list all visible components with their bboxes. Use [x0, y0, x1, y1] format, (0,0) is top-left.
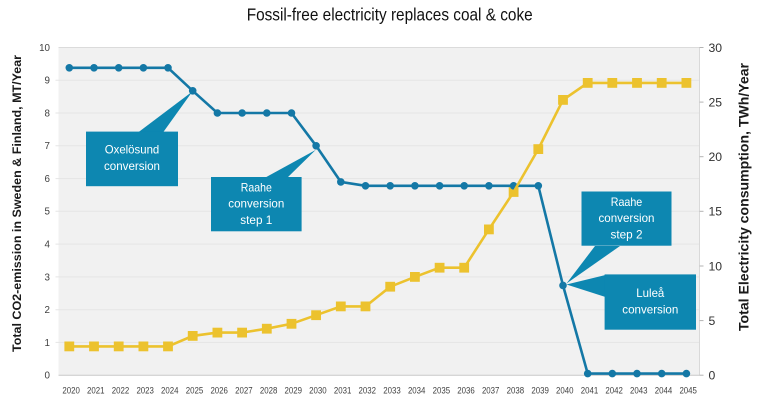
svg-text:2027: 2027	[235, 386, 253, 396]
svg-text:2043: 2043	[630, 386, 648, 396]
svg-text:2031: 2031	[334, 386, 352, 396]
svg-text:Total Electricity consumption,: Total Electricity consumption, TWh/Year	[737, 62, 752, 331]
svg-text:2020: 2020	[62, 386, 80, 396]
svg-text:20: 20	[709, 150, 723, 164]
svg-text:2033: 2033	[383, 386, 401, 396]
svg-text:2029: 2029	[285, 386, 303, 396]
svg-text:2041: 2041	[581, 386, 599, 396]
svg-text:conversion: conversion	[622, 302, 678, 316]
svg-text:conversion: conversion	[104, 159, 160, 173]
svg-text:2035: 2035	[433, 386, 451, 396]
svg-text:2021: 2021	[87, 386, 105, 396]
svg-text:2024: 2024	[161, 386, 179, 396]
svg-text:2042: 2042	[605, 386, 623, 396]
svg-text:2038: 2038	[507, 386, 525, 396]
svg-text:5: 5	[709, 314, 716, 328]
svg-text:2036: 2036	[457, 386, 475, 396]
svg-text:2025: 2025	[186, 386, 204, 396]
svg-text:conversion: conversion	[228, 197, 284, 211]
svg-text:30: 30	[709, 41, 723, 55]
svg-text:2037: 2037	[482, 386, 500, 396]
svg-text:step 2: step 2	[611, 227, 643, 241]
svg-text:2028: 2028	[260, 386, 278, 396]
svg-text:7: 7	[45, 141, 50, 152]
svg-text:Raahe: Raahe	[611, 195, 643, 209]
svg-text:8: 8	[45, 108, 51, 119]
svg-text:0: 0	[45, 371, 51, 382]
svg-text:2044: 2044	[655, 386, 673, 396]
svg-text:2023: 2023	[136, 386, 154, 396]
svg-text:0: 0	[709, 369, 716, 383]
svg-text:2045: 2045	[679, 386, 697, 396]
svg-text:2034: 2034	[408, 386, 426, 396]
svg-text:2030: 2030	[309, 386, 327, 396]
svg-text:4: 4	[45, 240, 51, 251]
svg-text:3: 3	[45, 272, 51, 283]
svg-text:Fossil-free electricity replac: Fossil-free electricity replaces coal & …	[247, 4, 533, 24]
svg-text:9: 9	[45, 76, 50, 87]
svg-text:10: 10	[709, 259, 723, 273]
svg-text:2: 2	[45, 305, 50, 316]
svg-text:Raahe: Raahe	[241, 181, 272, 195]
svg-text:conversion: conversion	[599, 211, 655, 225]
svg-text:Luleå: Luleå	[636, 286, 664, 300]
svg-text:6: 6	[45, 174, 51, 185]
svg-text:10: 10	[39, 43, 50, 54]
svg-text:2022: 2022	[112, 386, 130, 396]
svg-text:15: 15	[709, 205, 723, 219]
svg-text:2026: 2026	[210, 386, 228, 396]
svg-text:step 1: step 1	[240, 213, 272, 227]
svg-text:2039: 2039	[531, 386, 549, 396]
svg-text:1: 1	[45, 338, 50, 349]
svg-text:2040: 2040	[556, 386, 574, 396]
svg-text:2032: 2032	[359, 386, 377, 396]
svg-text:25: 25	[709, 96, 723, 110]
svg-text:Oxelösund: Oxelösund	[105, 143, 160, 157]
svg-text:5: 5	[45, 207, 51, 218]
svg-text:Total CO2-emission in Sweden &: Total CO2-emission in Sweden & Finland, …	[10, 55, 24, 352]
